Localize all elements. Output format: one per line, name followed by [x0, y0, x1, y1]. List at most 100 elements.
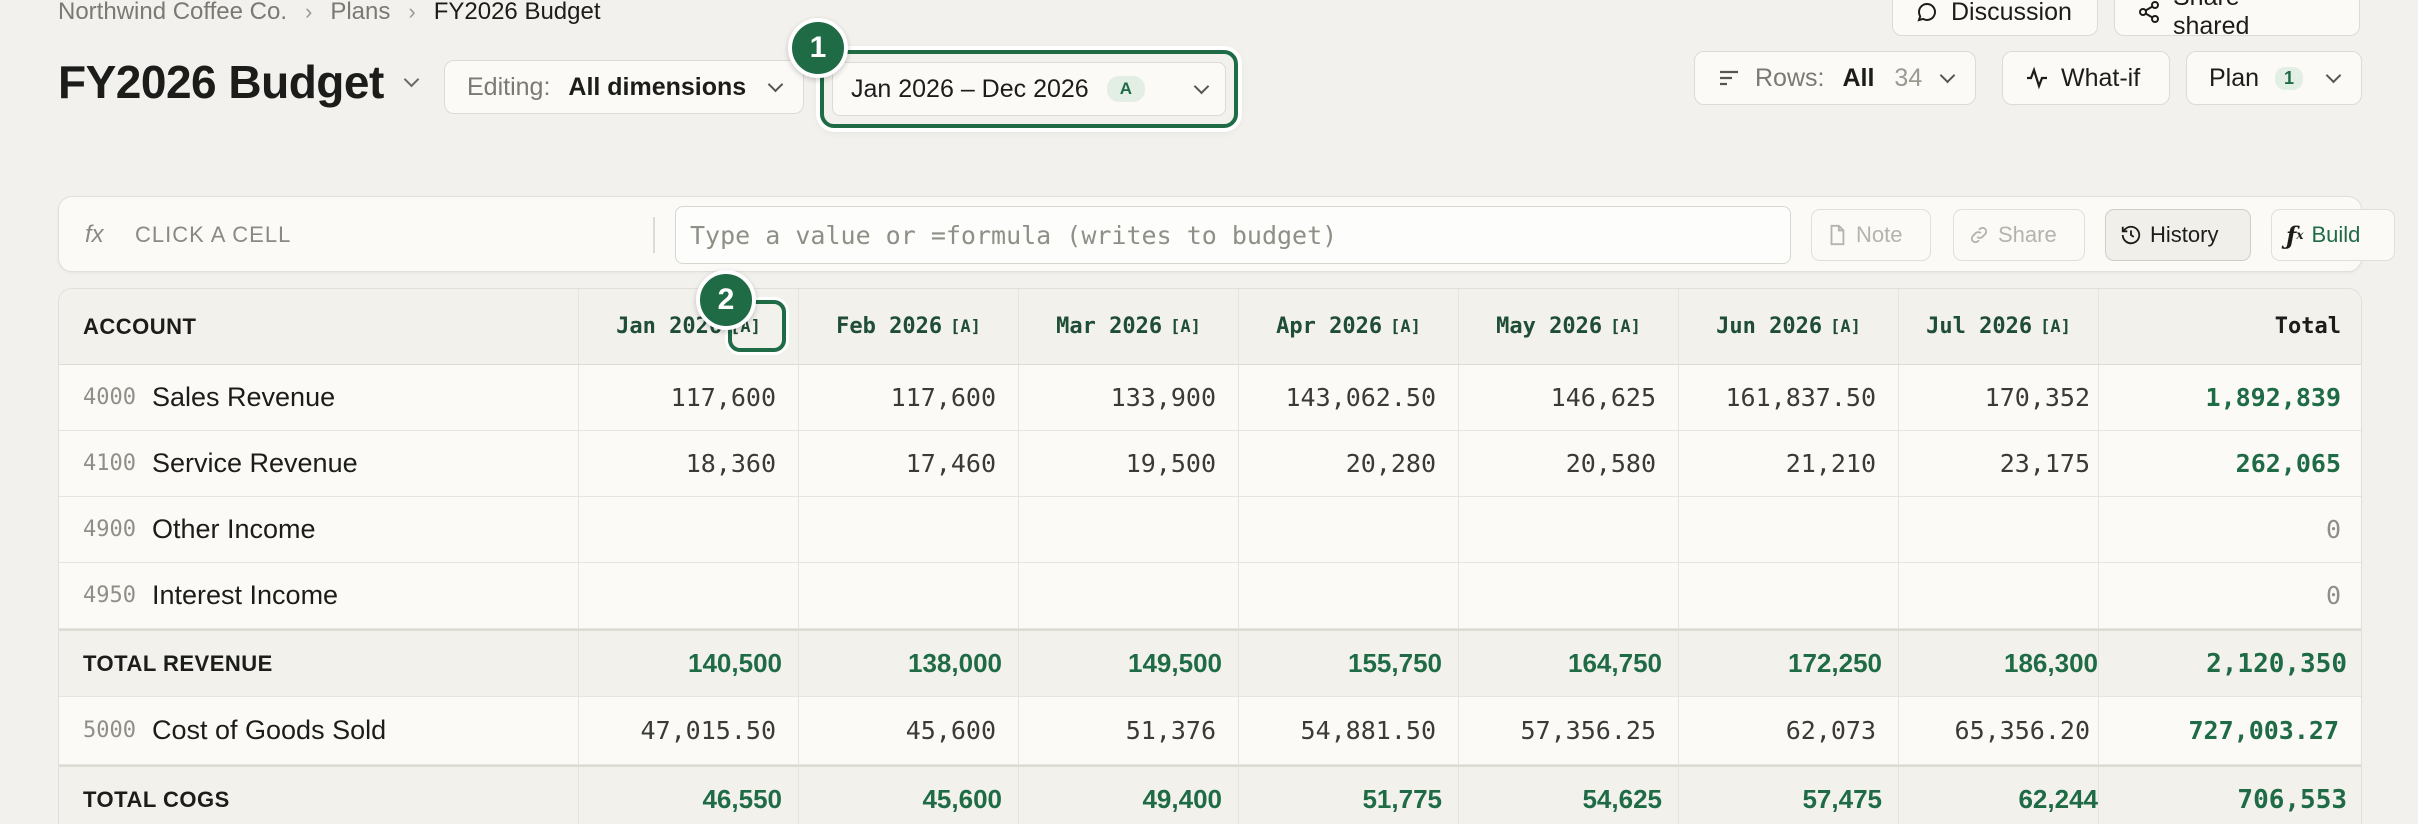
- pulse-icon: [2025, 66, 2049, 90]
- value-cell[interactable]: 47,015.50: [579, 697, 799, 764]
- actuals-tag: [A]: [1610, 316, 1641, 337]
- account-cell[interactable]: 4000 Sales Revenue: [59, 365, 579, 430]
- summary-label: TOTAL COGS: [59, 767, 579, 824]
- value-cell[interactable]: 65,356.20: [1899, 697, 2099, 764]
- value-cell[interactable]: [799, 497, 1019, 562]
- value-cell[interactable]: [1679, 563, 1899, 628]
- total-cogs-row: TOTAL COGS 46,550 45,600 49,400 51,775 5…: [59, 765, 2361, 824]
- selected-cell-reference: CLICK A CELL: [135, 222, 292, 247]
- value-cell[interactable]: 117,600: [799, 365, 1019, 430]
- total-revenue-row: TOTAL REVENUE 140,500 138,000 149,500 15…: [59, 629, 2361, 697]
- chevron-down-icon: [2325, 67, 2342, 83]
- account-cell[interactable]: 4950 Interest Income: [59, 563, 579, 628]
- value-cell[interactable]: [1899, 563, 2099, 628]
- value-cell[interactable]: [1019, 497, 1239, 562]
- date-range-highlight: Jan 2026 – Dec 2026 A: [820, 50, 1238, 128]
- page-title[interactable]: FY2026 Budget: [58, 52, 422, 112]
- account-cell[interactable]: 5000 Cost of Goods Sold: [59, 697, 579, 764]
- value-cell[interactable]: [1239, 497, 1459, 562]
- value-cell[interactable]: [1679, 497, 1899, 562]
- summary-value-cell: 149,500: [1019, 631, 1239, 696]
- value-cell[interactable]: 20,280: [1239, 431, 1459, 496]
- summary-value-cell: 51,775: [1239, 767, 1459, 824]
- column-header-may[interactable]: May 2026 [A]: [1459, 289, 1679, 364]
- row-total-cell: 262,065: [2235, 449, 2341, 478]
- build-label: Build: [2311, 222, 2361, 247]
- column-header-mar[interactable]: Mar 2026 [A]: [1019, 289, 1239, 364]
- breadcrumb-plans[interactable]: Plans: [330, 0, 391, 25]
- value-cell[interactable]: [1239, 563, 1459, 628]
- month-label: Jul 2026: [1926, 314, 2033, 339]
- summary-total-cell: 2,120,350: [2206, 648, 2347, 679]
- discussion-button[interactable]: Discussion: [1892, 0, 2098, 36]
- value-cell[interactable]: 117,600: [579, 365, 799, 430]
- table-row: 4950 Interest Income 0: [59, 563, 2361, 629]
- rows-filter-select[interactable]: Rows: All 34: [1694, 51, 1976, 105]
- month-label: Feb 2026: [836, 314, 943, 339]
- value-cell[interactable]: 161,837.50: [1679, 365, 1899, 430]
- value-cell[interactable]: 45,600: [799, 697, 1019, 764]
- filter-lines-icon: [1717, 66, 1741, 90]
- account-column-header[interactable]: ACCOUNT: [59, 289, 579, 364]
- formula-input[interactable]: [675, 206, 1791, 264]
- column-header-jul[interactable]: Jul 2026 [A]: [1899, 289, 2099, 364]
- chevron-right-icon: ›: [408, 0, 416, 24]
- actuals-tag: [A]: [1830, 316, 1861, 337]
- note-label: Note: [1856, 222, 1903, 247]
- value-cell[interactable]: 17,460: [799, 431, 1019, 496]
- breadcrumb-company[interactable]: Northwind Coffee Co.: [58, 0, 288, 25]
- column-header-feb[interactable]: Feb 2026 [A]: [799, 289, 1019, 364]
- value-cell[interactable]: [1459, 497, 1679, 562]
- editing-dimensions-select[interactable]: Editing: All dimensions: [444, 60, 804, 114]
- table-row: 4900 Other Income 0: [59, 497, 2361, 563]
- rows-count: 34: [1894, 63, 1923, 92]
- history-label: History: [2150, 222, 2219, 247]
- value-cell[interactable]: 54,881.50: [1239, 697, 1459, 764]
- summary-value-cell: 138,000: [799, 631, 1019, 696]
- history-button[interactable]: History: [2105, 209, 2251, 261]
- value-cell[interactable]: 21,210: [1679, 431, 1899, 496]
- value-cell[interactable]: [799, 563, 1019, 628]
- value-cell[interactable]: 19,500: [1019, 431, 1239, 496]
- share-button[interactable]: Share · shared: [2114, 0, 2360, 40]
- value-cell[interactable]: 20,580: [1459, 431, 1679, 496]
- column-header-apr[interactable]: Apr 2026 [A]: [1239, 289, 1459, 364]
- plan-select[interactable]: Plan 1: [2186, 51, 2362, 105]
- budget-table: ACCOUNT Jan 2026 [A] Feb 2026 [A] Mar 2026…: [58, 288, 2362, 824]
- what-if-label: What-if: [2061, 63, 2141, 92]
- value-cell[interactable]: 133,900: [1019, 365, 1239, 430]
- table-row: 4000 Sales Revenue 117,600 117,600 133,90…: [59, 365, 2361, 431]
- total-column-header[interactable]: Total: [2274, 314, 2341, 339]
- date-range-select[interactable]: Jan 2026 – Dec 2026 A: [832, 62, 1226, 116]
- summary-value-cell: 186,300: [1899, 631, 2099, 696]
- column-header-jun[interactable]: Jun 2026 [A]: [1679, 289, 1899, 364]
- value-cell[interactable]: 23,175: [1899, 431, 2099, 496]
- account-cell[interactable]: 4100 Service Revenue: [59, 431, 579, 496]
- what-if-button[interactable]: What-if: [2002, 51, 2170, 105]
- value-cell[interactable]: 51,376: [1019, 697, 1239, 764]
- value-cell[interactable]: 143,062.50: [1239, 365, 1459, 430]
- document-icon: [1826, 224, 1848, 246]
- value-cell[interactable]: 18,360: [579, 431, 799, 496]
- chevron-down-icon: [1193, 78, 1210, 94]
- row-total-cell: 727,003.27: [2188, 716, 2339, 745]
- value-cell[interactable]: 62,073: [1679, 697, 1899, 764]
- value-cell[interactable]: [579, 563, 799, 628]
- value-cell[interactable]: 57,356.25: [1459, 697, 1679, 764]
- value-cell[interactable]: [1459, 563, 1679, 628]
- month-label: Mar 2026: [1056, 314, 1163, 339]
- account-name: Interest Income: [151, 580, 339, 610]
- value-cell[interactable]: [579, 497, 799, 562]
- value-cell[interactable]: [1899, 497, 2099, 562]
- cell-share-button[interactable]: Share: [1953, 209, 2085, 261]
- account-cell[interactable]: 4900 Other Income: [59, 497, 579, 562]
- value-cell[interactable]: 170,352: [1899, 365, 2099, 430]
- summary-value-cell: 49,400: [1019, 767, 1239, 824]
- note-button[interactable]: Note: [1811, 209, 1931, 261]
- value-cell[interactable]: 146,625: [1459, 365, 1679, 430]
- value-cell[interactable]: [1019, 563, 1239, 628]
- month-label: Jun 2026: [1716, 314, 1823, 339]
- share-label: Share · shared: [2173, 0, 2255, 40]
